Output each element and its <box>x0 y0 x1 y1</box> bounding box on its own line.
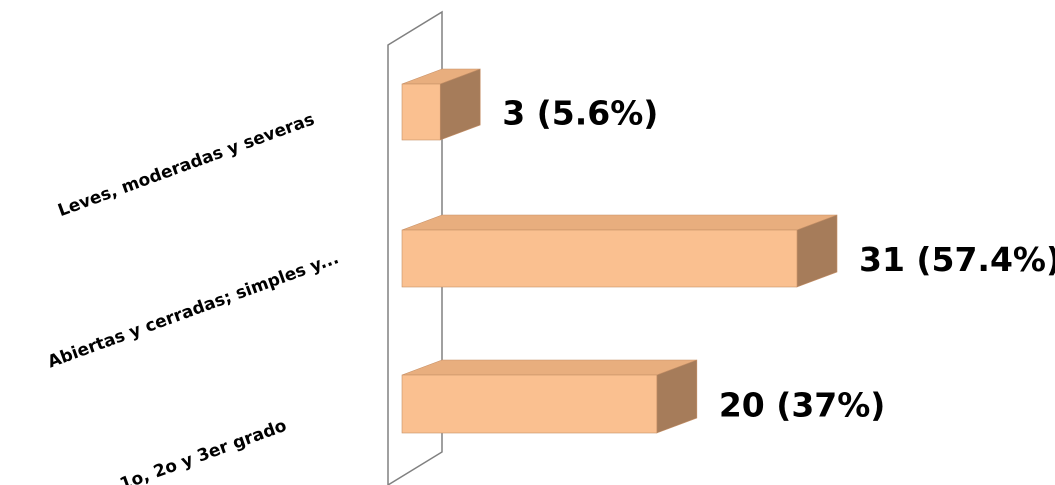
data-label: 31 (57.4%) <box>859 240 1055 279</box>
chart-wall-panel <box>387 10 443 485</box>
bar-front-face <box>401 374 658 434</box>
category-label: 1o, 2o y 3er grado <box>117 416 289 485</box>
bar-1 <box>401 214 838 288</box>
chart-back-wall <box>387 10 443 485</box>
bar-0 <box>401 68 481 141</box>
category-label: Leves, moderadas y severas <box>55 110 317 222</box>
bar-front-face <box>401 83 441 141</box>
bar-top-face <box>401 214 838 231</box>
bar-top-face <box>401 359 697 376</box>
bar-front-face <box>401 229 798 288</box>
category-label: Abiertas y cerradas; simples y... <box>45 248 341 372</box>
bars-group <box>401 68 838 434</box>
data-label: 3 (5.6%) <box>502 94 658 133</box>
bar-2 <box>401 359 698 434</box>
data-label: 20 (37%) <box>719 386 886 425</box>
